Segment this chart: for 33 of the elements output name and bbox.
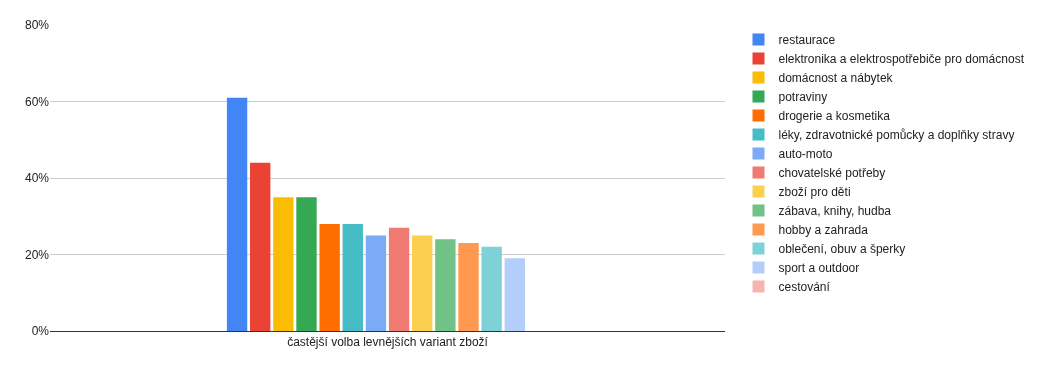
bar bbox=[388, 227, 410, 331]
legend-label: chovatelské potřeby bbox=[778, 166, 886, 181]
bar bbox=[342, 223, 363, 331]
legend-label: cestování bbox=[778, 280, 831, 295]
legend-label: potraviny bbox=[778, 90, 828, 105]
legend-label: domácnost a nábytek bbox=[778, 71, 894, 86]
bar bbox=[435, 239, 456, 331]
legend-label: zábava, knihy, hudba bbox=[778, 204, 892, 219]
legend-label: hobby a zahrada bbox=[778, 223, 869, 238]
legend-label: sport a outdoor bbox=[778, 261, 860, 276]
bar bbox=[365, 235, 387, 331]
bar bbox=[319, 223, 340, 331]
legend-label: drogerie a kosmetika bbox=[778, 109, 891, 124]
bar bbox=[481, 246, 502, 331]
bar bbox=[504, 258, 525, 331]
legend-label: auto-moto bbox=[778, 147, 833, 162]
bar bbox=[250, 162, 271, 331]
x-tick-label: častější volba levnějších variant zboží bbox=[287, 335, 489, 350]
legend-label: restaurace bbox=[778, 33, 836, 48]
legend-label: oblečení, obuv a šperky bbox=[778, 242, 906, 257]
bar bbox=[296, 197, 317, 331]
bar bbox=[458, 243, 479, 331]
y-tick-label: 0% bbox=[31, 324, 50, 339]
legend-label: léky, zdravotnické pomůcky a doplňky stravy bbox=[778, 128, 1015, 143]
legend-label: elektronika a elektrospotřebiče pro domácnost bbox=[778, 52, 1025, 67]
legend-label: zboží pro děti bbox=[778, 185, 851, 200]
y-tick-label: 80% bbox=[24, 18, 50, 33]
bar bbox=[273, 197, 294, 331]
bar bbox=[226, 97, 248, 331]
bar bbox=[412, 235, 433, 331]
y-tick-label: 60% bbox=[24, 94, 50, 109]
y-tick-label: 20% bbox=[24, 247, 50, 262]
y-tick-label: 40% bbox=[24, 171, 50, 186]
